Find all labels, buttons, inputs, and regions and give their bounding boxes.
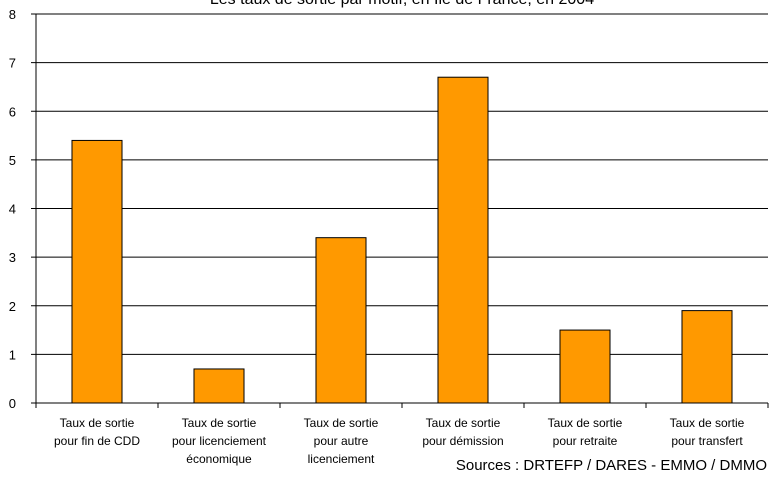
chart-title: Les taux de sortie par motif, en Ile de … — [36, 0, 768, 9]
y-axis: 0 1 2 3 4 5 6 7 8 — [9, 7, 37, 411]
source-note: Sources : DRTEFP / DARES - EMMO / DMMO — [455, 457, 767, 474]
x-tick-label: Taux de sortie pour autre licenciement — [304, 416, 379, 466]
y-tick-label: 1 — [9, 347, 16, 362]
y-tick-label: 5 — [9, 153, 16, 168]
bar — [193, 368, 245, 404]
x-tick-label: Taux de sortie pour fin de CDD — [54, 416, 140, 448]
y-tick-label: 4 — [9, 202, 16, 217]
bar — [559, 329, 611, 404]
y-tick-label: 8 — [9, 7, 16, 22]
gridlines — [36, 13, 768, 355]
bar — [681, 310, 733, 404]
y-tick-label: 2 — [9, 299, 16, 314]
x-axis: Taux de sortie pour fin de CDD Taux de sor… — [35, 402, 769, 466]
y-tick-label: 6 — [9, 104, 16, 119]
x-tick-label: Taux de sortie pour transfert — [670, 416, 745, 448]
bar — [437, 76, 489, 404]
bars — [71, 76, 733, 404]
y-tick-label: 0 — [9, 396, 16, 411]
bar — [71, 139, 123, 404]
x-tick-label: Taux de sortie pour retraite — [548, 416, 623, 448]
x-tick-label: Taux de sortie pour licenciement économiqu… — [172, 416, 267, 466]
y-tick-label: 7 — [9, 56, 16, 71]
x-tick-label: Taux de sortie pour démission — [422, 416, 503, 448]
y-tick-label: 3 — [9, 250, 16, 265]
bar — [315, 237, 367, 404]
